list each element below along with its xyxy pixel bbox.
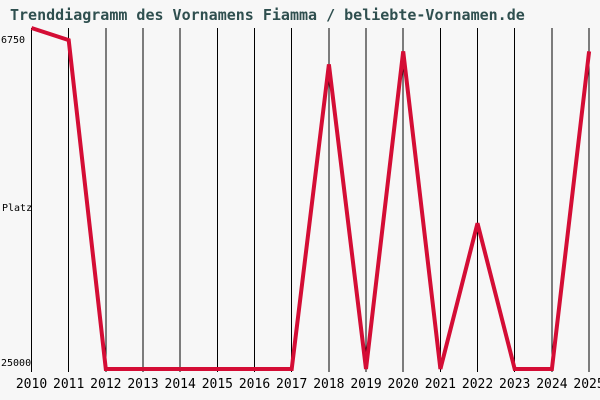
y-axis-tick-top: 6750 [1, 35, 26, 46]
x-tick-label-2020: 2020 [387, 377, 419, 392]
x-tick-label-2018: 2018 [313, 377, 345, 392]
x-tick-label-2024: 2024 [536, 377, 568, 392]
x-tick-label-2013: 2013 [127, 377, 159, 392]
x-tick-label-2015: 2015 [201, 377, 233, 392]
x-tick-label-2014: 2014 [164, 377, 196, 392]
x-tick-label-2016: 2016 [238, 377, 271, 392]
x-tick-label-2023: 2023 [499, 377, 531, 392]
x-tick-label-2010: 2010 [15, 377, 48, 392]
x-tick-label-2017: 2017 [276, 377, 308, 392]
x-tick-label-2021: 2021 [424, 377, 457, 392]
x-tick-label-2011: 2011 [53, 377, 85, 392]
x-tick-label-2025: 2025 [573, 377, 600, 392]
y-axis-tick-bottom: 25000 [1, 358, 32, 369]
x-tick-label-2019: 2019 [350, 377, 382, 392]
chart-title: Trenddiagramm des Vornamens Fiamma / bel… [10, 6, 525, 24]
y-axis-label: Platz [2, 203, 33, 214]
x-tick-label-2022: 2022 [461, 377, 494, 392]
trend-line [30, 26, 592, 371]
x-tick-label-2012: 2012 [90, 377, 122, 392]
